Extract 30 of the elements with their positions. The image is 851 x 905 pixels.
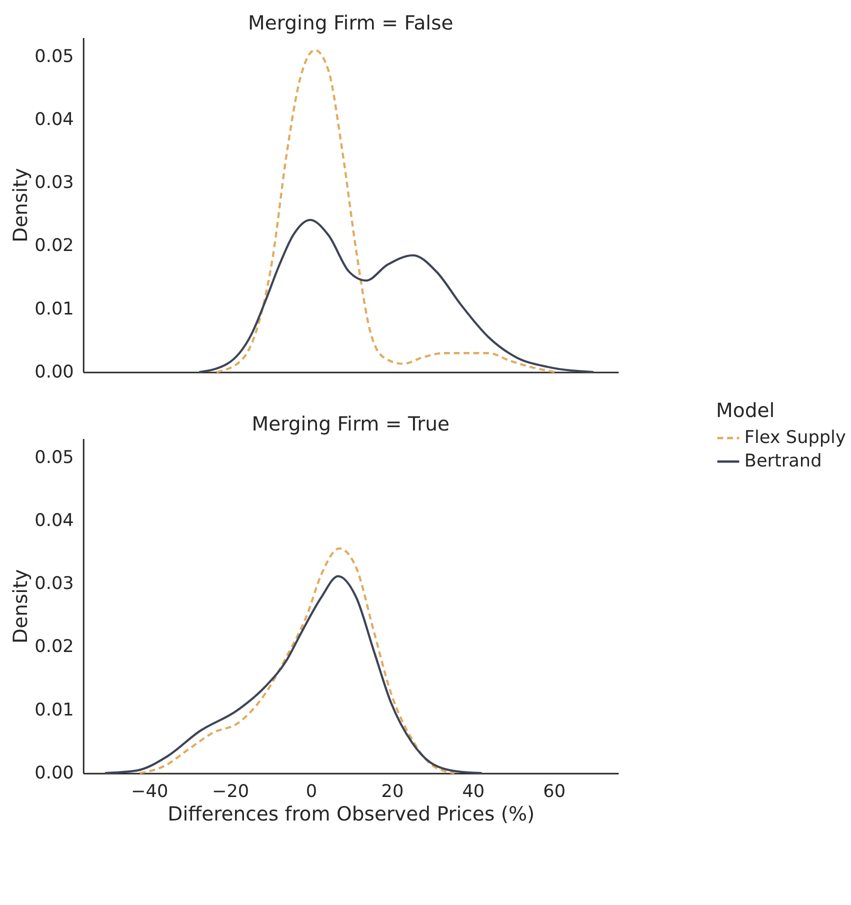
x-axis-title: Differences from Observed Prices (%) (168, 802, 535, 826)
x-tick-label: 0 (306, 782, 318, 802)
line-series (198, 218, 595, 374)
chart-title: Merging Firm = True (252, 412, 450, 436)
legend-label: Bertrand (744, 451, 822, 472)
x-tick-label: 60 (543, 782, 566, 802)
y-tick-label: 0.00 (34, 763, 74, 784)
y-tick-label: 0.01 (34, 700, 74, 720)
x-tick-label: −40 (131, 782, 168, 802)
y-axis-title: Density (8, 569, 32, 644)
x-tick-label: 20 (381, 782, 404, 802)
line-series (104, 575, 483, 774)
x-tick-label: 40 (462, 782, 485, 802)
legend-title: Model (716, 399, 775, 422)
y-tick-label: 0.05 (34, 448, 74, 468)
y-tick-label: 0.02 (34, 236, 74, 256)
line-series (216, 49, 556, 374)
y-tick-label: 0.00 (34, 362, 74, 382)
line-series (138, 547, 456, 774)
y-tick-label: 0.02 (34, 637, 74, 658)
chart-title: Merging Firm = False (248, 12, 454, 35)
y-axis-title: Density (8, 168, 32, 242)
y-tick-label: 0.04 (34, 511, 74, 531)
y-tick-label: 0.03 (34, 173, 74, 194)
y-tick-label: 0.03 (34, 574, 74, 594)
y-tick-label: 0.01 (34, 299, 74, 320)
y-tick-label: 0.04 (34, 110, 74, 130)
y-tick-label: 0.05 (34, 46, 74, 67)
x-tick-label: −20 (212, 782, 250, 802)
legend-label: Flex Supply (744, 428, 846, 448)
